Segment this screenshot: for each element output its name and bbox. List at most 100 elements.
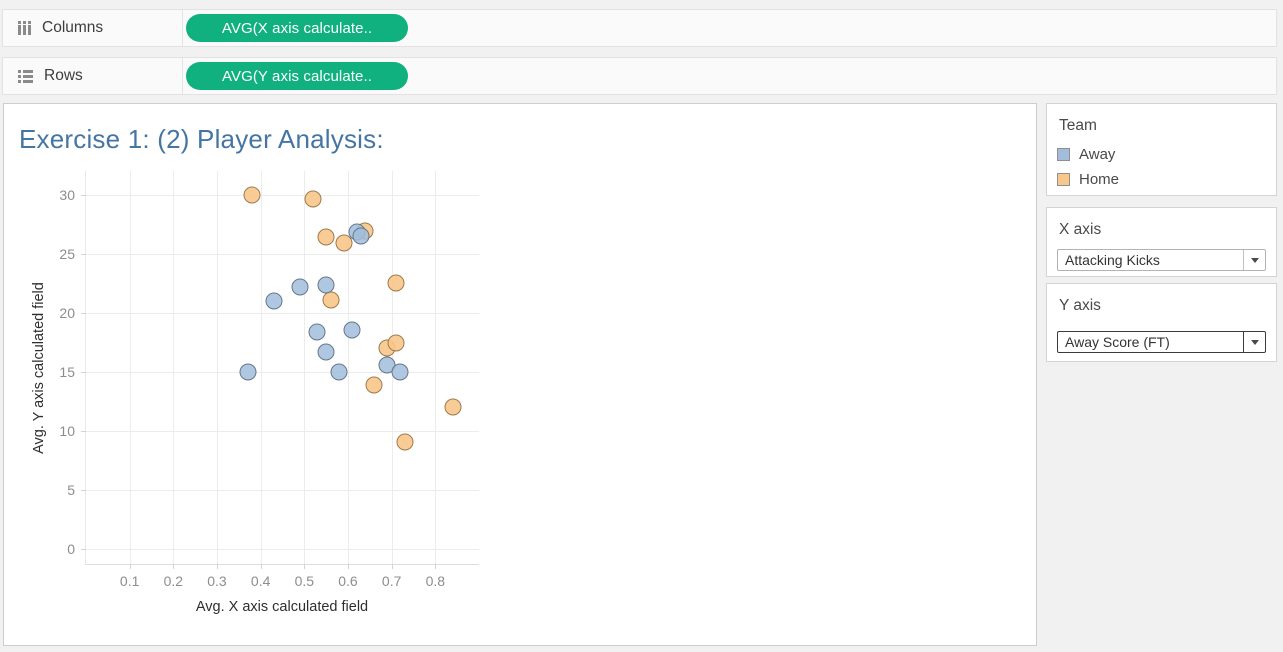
legend-item-home[interactable]: Home (1057, 167, 1266, 192)
x-tick-mark (435, 564, 437, 569)
columns-shelf-label: Columns (42, 19, 104, 36)
y-tick-mark (81, 548, 86, 550)
columns-icon (18, 21, 31, 35)
gridline (347, 171, 349, 564)
rows-shelf-droparea[interactable]: AVG(Y axis calculate.. (183, 58, 1276, 94)
team-legend-items: Away Home (1047, 135, 1276, 192)
data-point-home[interactable] (387, 274, 405, 292)
y-tick-label: 30 (59, 186, 75, 203)
data-point-away[interactable] (391, 363, 409, 381)
x-tick-label: 0.1 (119, 573, 140, 589)
y-axis-title: Avg. Y axis calculated field (31, 282, 47, 454)
y-tick-mark (81, 194, 86, 196)
data-point-away[interactable] (291, 278, 309, 296)
x-tick-mark (129, 564, 131, 569)
scatter-plot-area: 0.1 0.2 0.3 0.4 0.5 0.6 0.7 0.8 0 5 10 15 20 25 30 (59, 171, 479, 589)
data-point-home[interactable] (317, 228, 335, 246)
y-tick-label: 5 (67, 481, 75, 498)
y-tick-label: 25 (59, 245, 75, 262)
y-axis-dropdown-value: Away Score (FT) (1065, 334, 1170, 350)
team-legend-card: Team Away Home (1046, 103, 1277, 196)
legend-swatch (1057, 173, 1070, 186)
data-point-away[interactable] (352, 227, 370, 245)
x-tick-label: 0.4 (250, 573, 271, 589)
y-tick-mark (81, 312, 86, 314)
gridline (86, 371, 479, 373)
chart-title: Exercise 1: (2) Player Analysis: (19, 124, 384, 154)
data-point-away[interactable] (317, 343, 335, 361)
gridline (86, 430, 479, 432)
rows-pill[interactable]: AVG(Y axis calculate.. (186, 62, 408, 90)
y-tick-mark (81, 253, 86, 255)
y-tick-mark (81, 371, 86, 373)
columns-pill[interactable]: AVG(X axis calculate.. (186, 14, 408, 42)
y-tick-mark (81, 489, 86, 491)
y-tick-label: 10 (59, 422, 75, 439)
gridline (129, 171, 131, 564)
gridline (86, 253, 479, 255)
data-point-home[interactable] (396, 433, 414, 451)
data-point-away[interactable] (343, 321, 361, 339)
data-point-away[interactable] (308, 323, 326, 340)
x-tick-mark (347, 564, 349, 569)
x-tick-mark (173, 564, 175, 569)
x-axis-dropdown-button[interactable] (1243, 250, 1265, 270)
rows-icon (18, 69, 33, 83)
gridline (86, 312, 479, 314)
data-point-away[interactable] (265, 292, 283, 310)
rows-shelf: Rows AVG(Y axis calculate.. (2, 57, 1277, 95)
data-point-home[interactable] (387, 334, 405, 352)
y-axis-dropdown-button[interactable] (1243, 332, 1265, 352)
x-tick-label: 0.7 (381, 573, 402, 589)
x-tick-label: 0.3 (207, 573, 227, 589)
chevron-down-icon (1250, 339, 1259, 345)
data-point-away[interactable] (239, 363, 257, 381)
data-point-home[interactable] (243, 186, 261, 204)
gridline (86, 548, 479, 550)
y-tick-label: 15 (59, 363, 75, 380)
legend-label: Away (1079, 146, 1116, 163)
x-tick-label: 0.2 (163, 573, 184, 589)
x-tick-mark (304, 564, 306, 569)
rows-shelf-label: Rows (44, 67, 83, 84)
columns-shelf: Columns AVG(X axis calculate.. (2, 9, 1277, 47)
data-point-away[interactable] (317, 276, 335, 294)
x-tick-mark (391, 564, 393, 569)
gridline (435, 171, 437, 564)
y-axis-parameter-title: Y axis (1059, 297, 1101, 314)
chevron-down-icon (1250, 257, 1259, 263)
data-point-home[interactable] (444, 398, 462, 416)
legend-swatch (1057, 148, 1070, 161)
team-legend-title: Team (1059, 117, 1097, 134)
x-axis-dropdown[interactable]: Attacking Kicks (1057, 249, 1266, 271)
x-axis-title: Avg. X axis calculated field (195, 599, 369, 615)
y-tick-label: 0 (67, 540, 75, 557)
x-axis-parameter-title: X axis (1059, 221, 1102, 238)
data-point-home[interactable] (304, 190, 322, 208)
data-point-home[interactable] (365, 376, 383, 394)
columns-shelf-droparea[interactable]: AVG(X axis calculate.. (183, 10, 1276, 46)
gridline (173, 171, 175, 564)
gridline (86, 489, 479, 491)
x-tick-mark (260, 564, 262, 569)
rows-shelf-header: Rows (3, 58, 183, 94)
y-axis-dropdown[interactable]: Away Score (FT) (1057, 331, 1266, 353)
y-axis-parameter-card: Y axis Away Score (FT) (1046, 283, 1277, 362)
legend-item-away[interactable]: Away (1057, 142, 1266, 167)
y-tick-mark (81, 430, 86, 432)
x-tick-label: 0.8 (425, 573, 446, 589)
sidebar: Team Away Home X axis Attacking Kicks Y a… (1046, 103, 1277, 362)
data-point-away[interactable] (330, 363, 348, 381)
data-point-home[interactable] (335, 234, 353, 252)
gridline (304, 171, 306, 564)
gridline (216, 171, 218, 564)
columns-shelf-header: Columns (3, 10, 183, 46)
x-tick-mark (216, 564, 218, 569)
gridline (86, 194, 479, 196)
legend-label: Home (1079, 171, 1120, 188)
x-axis-dropdown-value: Attacking Kicks (1065, 252, 1160, 268)
x-axis-parameter-card: X axis Attacking Kicks (1046, 207, 1277, 277)
x-tick-label: 0.5 (294, 573, 315, 589)
gridline (260, 171, 262, 564)
